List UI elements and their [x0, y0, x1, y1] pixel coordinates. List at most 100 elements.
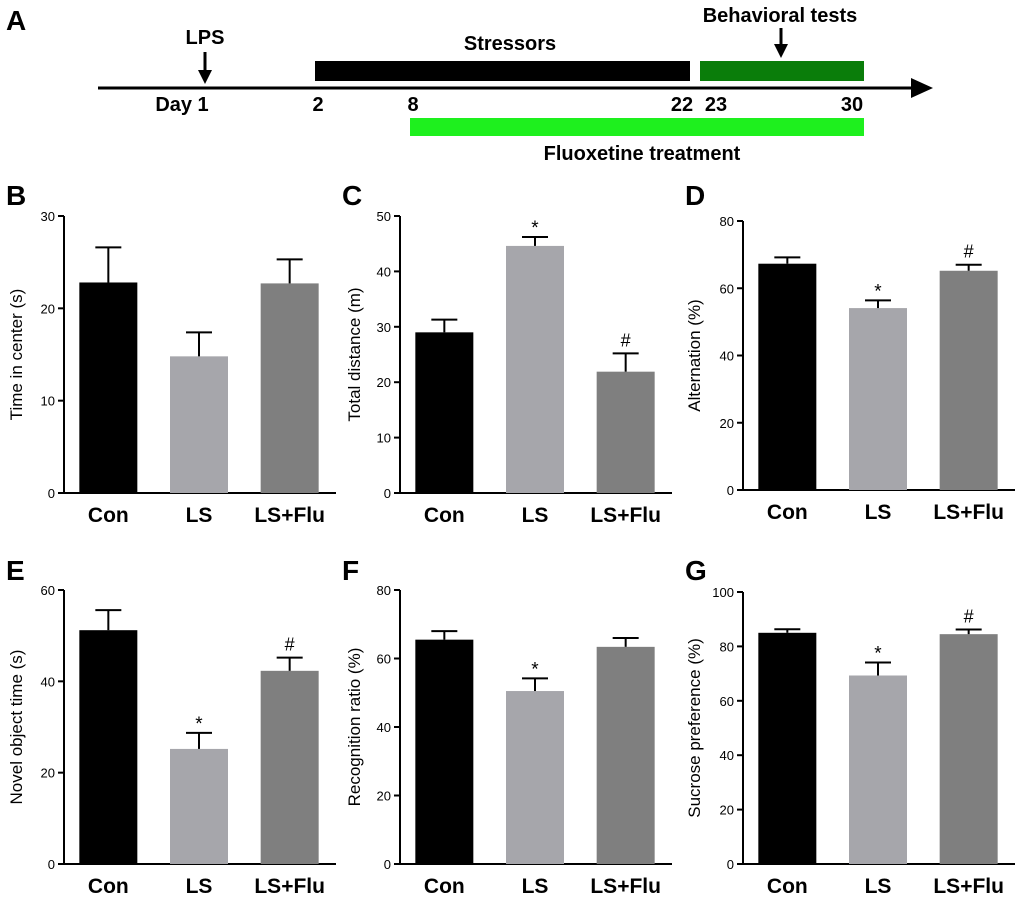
category-label-b: Con	[88, 504, 129, 527]
category-label-f: LS	[522, 875, 549, 898]
fluoxetine-bar	[410, 118, 864, 136]
category-label-d: Con	[767, 501, 808, 524]
y-tick-label-b: 0	[48, 486, 55, 501]
category-label-d: LS	[865, 501, 892, 524]
category-label-e: Con	[88, 875, 129, 898]
y-tick-label-c: 40	[377, 264, 391, 279]
y-tick-label-c: 10	[377, 431, 391, 446]
y-axis-label-e: Novel object time (s)	[7, 650, 26, 805]
y-tick-label-b: 30	[41, 209, 55, 224]
y-tick-label-d: 40	[720, 349, 734, 364]
y-tick-label-c: 0	[384, 486, 391, 501]
fluoxetine-label: Fluoxetine treatment	[544, 143, 741, 165]
y-tick-label-d: 80	[720, 214, 734, 229]
bar-g-ls-flu	[939, 634, 998, 864]
day-22-label: 22	[671, 94, 693, 116]
bar-b-ls	[170, 356, 228, 493]
panel-letter-d: D	[685, 180, 705, 211]
y-tick-label-g: 60	[720, 694, 734, 709]
bar-b-con	[79, 282, 138, 493]
y-tick-label-b: 10	[41, 394, 55, 409]
bar-e-ls	[170, 748, 228, 864]
bar-g-con	[758, 632, 817, 864]
bar-c-ls	[506, 245, 564, 493]
y-tick-label-e: 20	[41, 766, 55, 781]
charts-group: B 0 10 20 30 Time in center (s) Con LS LS+Flu C 0 1…	[6, 180, 1015, 898]
y-tick-label-d: 0	[727, 483, 734, 498]
y-tick-label-f: 20	[377, 789, 391, 804]
day-1-label: Day 1	[155, 94, 208, 116]
day-30-label: 30	[841, 94, 863, 116]
significance-marker-c: #	[621, 330, 631, 350]
y-tick-label-e: 60	[41, 583, 55, 598]
y-tick-label-b: 20	[41, 301, 55, 316]
significance-marker-c: *	[531, 218, 539, 239]
category-label-e: LS+Flu	[254, 875, 325, 898]
y-tick-label-e: 0	[48, 857, 55, 872]
significance-marker-g: *	[874, 643, 882, 664]
y-tick-label-f: 40	[377, 720, 391, 735]
y-tick-label-e: 40	[41, 674, 55, 689]
significance-marker-e: #	[285, 635, 295, 655]
category-label-b: LS+Flu	[254, 504, 325, 527]
y-tick-label-f: 0	[384, 857, 391, 872]
y-tick-label-d: 60	[720, 281, 734, 296]
significance-marker-f: *	[531, 659, 539, 680]
y-tick-label-g: 80	[720, 639, 734, 654]
day-23-label: 23	[705, 94, 727, 116]
panel-letter-a: A	[6, 5, 26, 36]
y-axis-label-d: Alternation (%)	[685, 299, 704, 411]
bar-e-ls-flu	[260, 670, 319, 864]
bar-c-ls-flu	[596, 371, 655, 493]
chart-panel-d: D 0 20 40 60 80 Alternation (%) Con * LS # LS+Flu	[685, 180, 1015, 524]
bar-f-ls	[506, 691, 564, 864]
y-tick-label-g: 100	[712, 585, 734, 600]
timeline-panel: A LPS Stressors Behavioral tests Day 1 2…	[6, 5, 933, 165]
chart-panel-e: E 0 20 40 60 Novel object time (s) Con * LS # LS+F…	[6, 555, 336, 898]
y-axis-label-g: Sucrose preference (%)	[685, 638, 704, 818]
category-label-f: Con	[424, 875, 465, 898]
bar-f-ls-flu	[596, 646, 655, 864]
panel-letter-b: B	[6, 180, 26, 211]
behavioral-tests-bar	[700, 61, 864, 81]
stressors-label: Stressors	[464, 33, 556, 55]
category-label-d: LS+Flu	[933, 501, 1004, 524]
y-tick-label-d: 20	[720, 416, 734, 431]
y-tick-label-c: 30	[377, 320, 391, 335]
y-tick-label-c: 50	[377, 209, 391, 224]
lps-arrow-icon	[198, 70, 212, 84]
bar-d-ls	[849, 308, 907, 490]
chart-panel-f: F 0 20 40 60 80 Recognition ratio (%) Con * LS LS+…	[342, 555, 672, 898]
y-tick-label-g: 0	[727, 857, 734, 872]
y-tick-label-g: 40	[720, 748, 734, 763]
bar-b-ls-flu	[260, 283, 319, 493]
significance-marker-d: *	[874, 281, 882, 302]
bar-g-ls	[849, 675, 907, 864]
panel-letter-e: E	[6, 555, 25, 586]
category-label-e: LS	[186, 875, 213, 898]
panel-letter-f: F	[342, 555, 359, 586]
category-label-c: LS	[522, 504, 549, 527]
category-label-g: Con	[767, 875, 808, 898]
day-2-label: 2	[312, 94, 323, 116]
behavioral-tests-label: Behavioral tests	[703, 5, 858, 27]
y-tick-label-c: 20	[377, 375, 391, 390]
chart-panel-c: C 0 10 20 30 40 50 Total distance (m) Con * LS # LS+…	[342, 180, 672, 527]
significance-marker-d: #	[964, 242, 974, 262]
bar-d-ls-flu	[939, 270, 998, 490]
category-label-c: LS+Flu	[590, 504, 661, 527]
category-label-c: Con	[424, 504, 465, 527]
y-axis-label-b: Time in center (s)	[7, 289, 26, 421]
lps-label: LPS	[186, 27, 225, 49]
y-tick-label-f: 60	[377, 652, 391, 667]
panel-letter-g: G	[685, 555, 707, 586]
chart-panel-g: G 0 20 40 60 80 100 Sucrose preference (%) Con * L…	[685, 555, 1015, 898]
day-8-label: 8	[407, 94, 418, 116]
y-tick-label-g: 20	[720, 803, 734, 818]
category-label-g: LS	[865, 875, 892, 898]
category-label-g: LS+Flu	[933, 875, 1004, 898]
significance-marker-e: *	[195, 714, 203, 735]
y-axis-label-c: Total distance (m)	[345, 287, 364, 421]
